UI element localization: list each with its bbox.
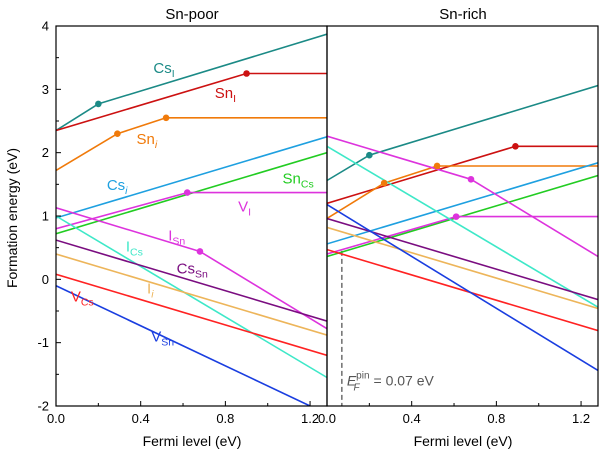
series-label-sn-cs: SnCs (283, 171, 314, 191)
y-tick-label: -2 (37, 399, 49, 414)
series-line-cs-i (327, 162, 598, 245)
series-line-v-i (56, 191, 327, 230)
series-line-sn-i (56, 117, 327, 172)
series-line-cs-sn (56, 239, 327, 322)
x-axis-title-sn-rich: Fermi level (eV) (414, 433, 513, 449)
series-line-v-cs (56, 273, 327, 357)
pinning-annotation: Epin F = 0.07 eV (347, 371, 435, 394)
x-axis-title-sn-poor: Fermi level (eV) (143, 433, 242, 449)
series-label-v-i: VI (238, 199, 251, 219)
x-tick-label: 0.4 (132, 411, 150, 426)
transition-point-sn-i (380, 179, 388, 187)
y-tick-label: 0 (42, 272, 49, 287)
series-label-cs-i: CsI (153, 60, 174, 80)
series-line-sn-i (327, 165, 598, 220)
y-tick-label: 3 (42, 82, 49, 97)
plot-area (327, 84, 598, 406)
panel-sn-poor: Sn-poor Formation energy (eV) Fermi leve… (4, 6, 328, 449)
x-tick-label: 0.0 (47, 411, 65, 426)
y-tick-label: 2 (42, 145, 49, 160)
y-tick-label: 4 (42, 19, 49, 34)
series-line-v-sn (56, 284, 311, 406)
panel-title-sn-poor: Sn-poor (165, 6, 218, 23)
series-label-i-sn: ISn (168, 228, 185, 248)
x-tick-label: 1.2 (301, 411, 319, 426)
series-label-cs-i: Csi (107, 177, 128, 197)
series-label-v-sn: VSn (151, 328, 174, 348)
series-line-i-cs (56, 215, 327, 379)
panel-sn-rich: Sn-rich Fermi level (eV) 0.0 0.4 0.8 1.2 Epi… (318, 6, 599, 449)
series-line-i-i (327, 226, 598, 310)
x-tick-label: 1.2 (572, 411, 590, 426)
y-tick-label: 1 (42, 209, 49, 224)
series-label-i-cs: ICs (126, 238, 143, 258)
transition-point-v-i (183, 189, 191, 196)
x-tick-label: 0.4 (403, 411, 421, 426)
transition-point-sn-i (512, 143, 519, 150)
panel-title-sn-rich: Sn-rich (439, 6, 487, 23)
x-tick-label: 0.8 (216, 411, 234, 426)
y-tick-label: -1 (37, 335, 49, 350)
transition-point-sn-i (433, 162, 441, 170)
series-line-i-cs (327, 145, 598, 308)
series-label-i-i: Ii (147, 280, 154, 300)
series-label-cs-sn: CsSn (177, 261, 208, 281)
series-line-i-i (56, 253, 327, 336)
plot-frame (326, 25, 599, 407)
transition-point-i-sn (196, 248, 204, 255)
transition-point-cs-i (366, 151, 373, 159)
plot-area (56, 33, 327, 406)
transition-point-sn-i (243, 70, 250, 77)
transition-point-cs-i (95, 100, 102, 108)
series-line-v-cs (327, 248, 598, 332)
series-line-v-sn (327, 203, 598, 372)
series-label-sn-i: Sni (136, 131, 157, 151)
series-line-cs-i (56, 33, 327, 132)
x-tick-label: 0.8 (487, 411, 505, 426)
x-tick-label: 0.0 (318, 411, 336, 426)
transition-point-v-i (452, 213, 460, 220)
series-label-sn-i: SnI (215, 85, 236, 105)
transition-point-sn-i (114, 130, 121, 137)
transition-point-sn-i (162, 114, 170, 122)
y-axis-title: Formation energy (eV) (4, 148, 20, 288)
transition-point-i-sn (467, 175, 475, 183)
series-label-v-cs: VCs (71, 289, 94, 309)
series-line-v-i (327, 215, 598, 255)
series-line-cs-i (56, 136, 327, 219)
